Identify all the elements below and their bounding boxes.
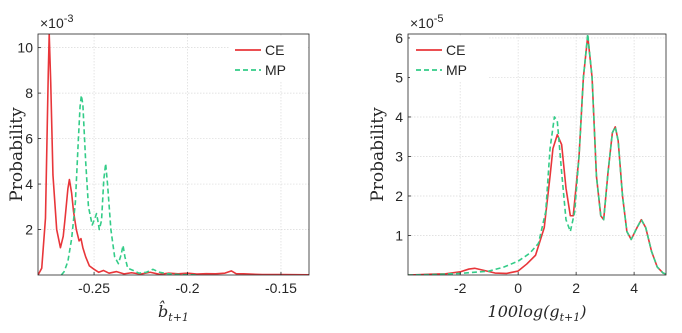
axis-exponent-label: ×10-3 [40, 13, 74, 31]
x-tick-label: -0.15 [265, 280, 297, 296]
y-tick-label: 2 [395, 188, 403, 204]
x-axis-label: 100log(gt+1) [488, 302, 587, 324]
legend: CE MP [229, 36, 307, 82]
legend-label-ce: CE [446, 42, 465, 58]
legend: CE MP [410, 36, 488, 82]
axis-exponent-label: ×10-5 [410, 13, 444, 31]
legend-box [229, 36, 307, 82]
x-tick-label: -2 [454, 280, 467, 296]
chart-panel-1: -0.25 -0.2 -0.15 2 4 6 8 10 ×10-3 Probability b̂t+… [7, 13, 310, 324]
x-axis-label: b̂t+1 [158, 301, 189, 324]
plot-frame [37, 33, 310, 276]
y-tick-label: 5 [395, 69, 403, 85]
y-tick-label: 8 [25, 85, 33, 101]
legend-box [410, 36, 488, 82]
y-tick-label: 2 [25, 222, 33, 238]
x-tick-label: -0.25 [78, 280, 110, 296]
y-tick-label: 10 [17, 40, 33, 56]
y-tick-label: 6 [395, 30, 403, 46]
legend-label-mp: MP [265, 62, 286, 78]
y-tick-label: 3 [395, 148, 403, 164]
chart-panel-2: -2 0 2 4 1 2 3 4 5 6 ×10-5 Probability 100log(gt+1) C… [368, 13, 667, 324]
x-tick-label: 4 [630, 280, 638, 296]
series-line-ce [38, 34, 309, 275]
series-line-mp [60, 94, 197, 275]
x-tick-label: 2 [572, 280, 580, 296]
x-tick-label: 0 [514, 280, 522, 296]
y-axis-label: Probability [368, 107, 388, 202]
x-tick-label: -0.2 [175, 280, 199, 296]
y-tick-label: 4 [395, 109, 403, 125]
plot-frame [407, 33, 667, 276]
y-tick-label: 6 [25, 131, 33, 147]
legend-label-mp: MP [446, 62, 467, 78]
y-tick-label: 1 [395, 227, 403, 243]
y-tick-label: 4 [25, 176, 33, 192]
legend-label-ce: CE [265, 42, 284, 58]
y-axis-label: Probability [7, 107, 27, 202]
